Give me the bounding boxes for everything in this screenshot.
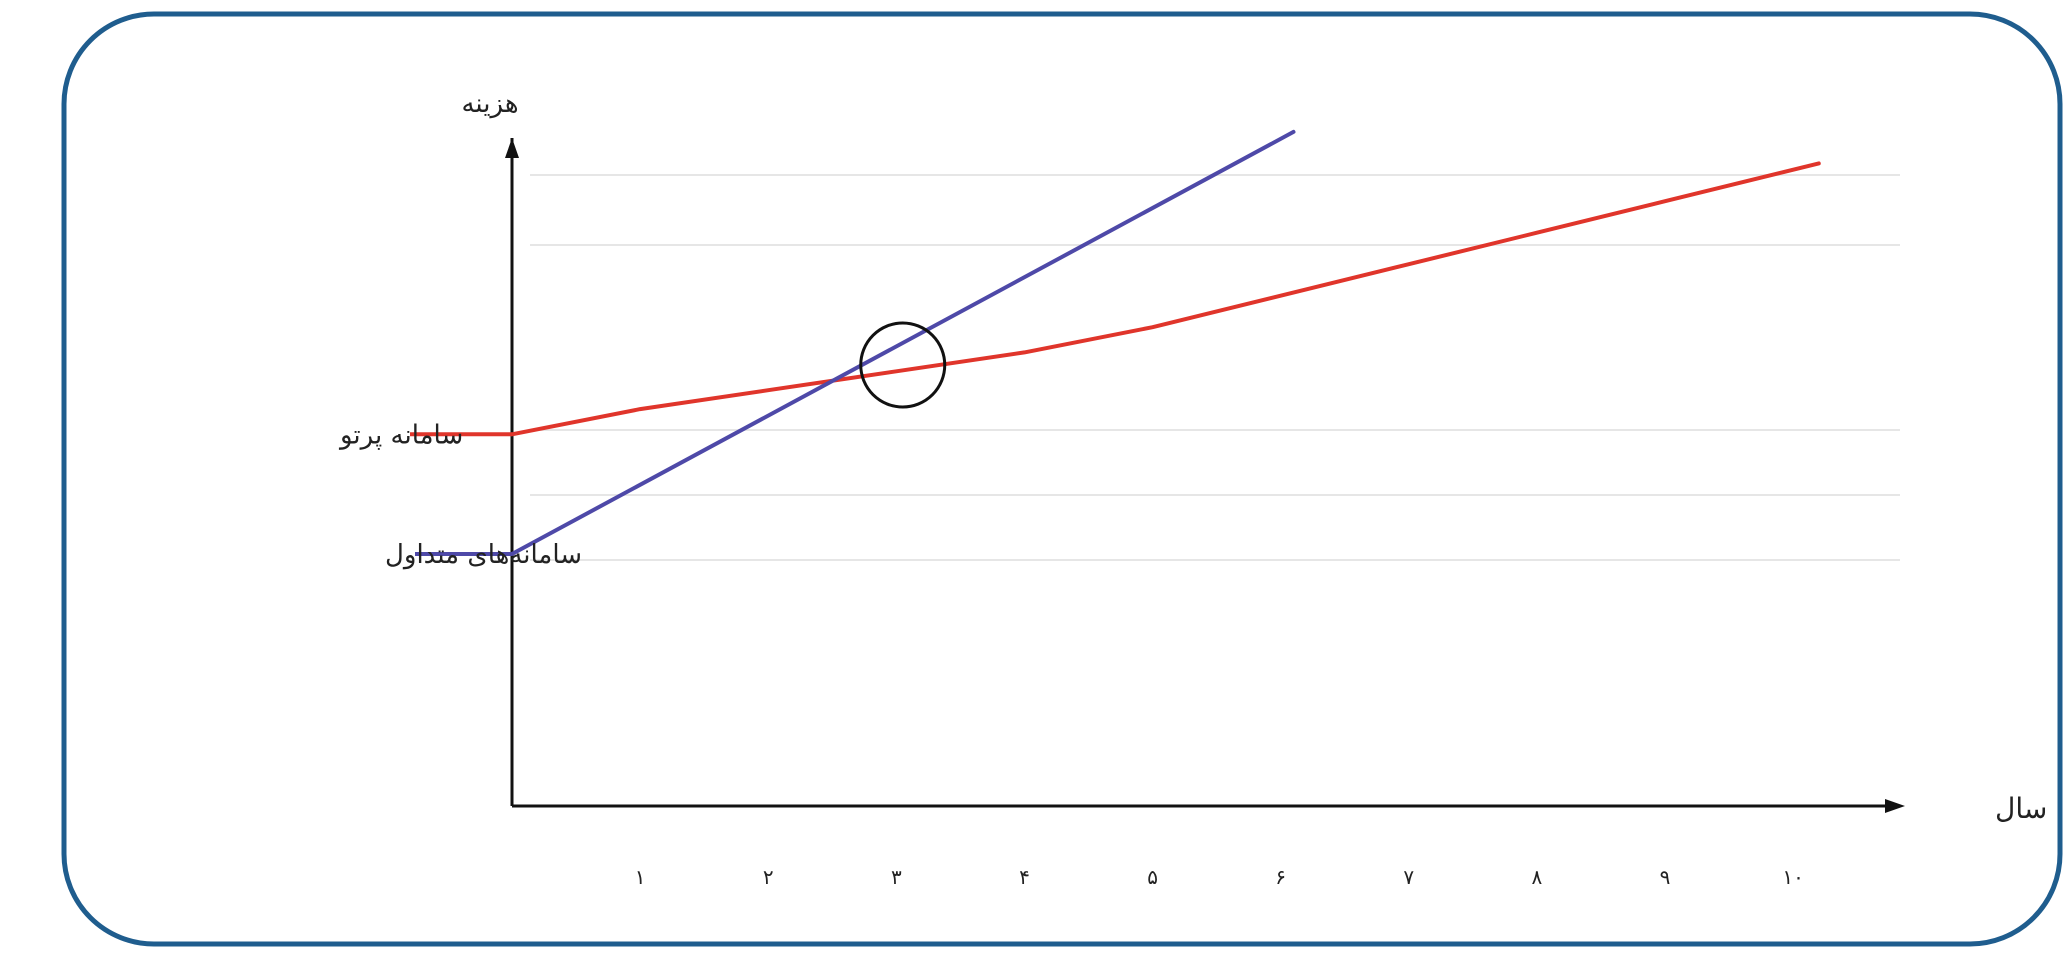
x-tick-label: ۹ [1660,865,1671,889]
y-axis [505,138,519,806]
x-axis-arrowhead [1885,799,1905,813]
y-axis-arrowhead [505,138,519,158]
x-tick-label: ۴ [1019,865,1030,889]
series-lines [410,129,1821,556]
series-line [510,161,1821,437]
series-label: سامانه‌های متداول [385,540,582,570]
intersection-circle [859,321,947,409]
x-tick-label: ۷ [1403,865,1414,889]
chart-border [61,11,2063,947]
x-tick-label: ۳ [891,865,902,889]
x-tick-label: ۵ [1147,865,1158,889]
x-tick-label: ۶ [1275,865,1286,889]
series-2 [415,129,1296,556]
x-tick-label: ۱ [635,865,646,889]
x-axis [512,799,1905,813]
series-1 [410,161,1821,437]
x-tick-label: ۸ [1532,865,1543,889]
series-line [510,129,1296,556]
series-labels: سامانه پرتو سامانه‌های متداول [338,420,582,570]
series-label: سامانه پرتو [338,420,463,450]
annotations [859,321,947,409]
x-tick-labels: ۱ ۲ ۳ ۴ ۵ ۶ ۷ ۸ ۹ ۱۰ [635,865,1804,889]
y-axis-label: هزینه [461,89,518,119]
x-axis-label: سال [1995,792,2047,825]
gridlines [530,174,1900,561]
x-tick-label: ۱۰ [1782,865,1803,889]
x-tick-label: ۲ [763,865,774,889]
